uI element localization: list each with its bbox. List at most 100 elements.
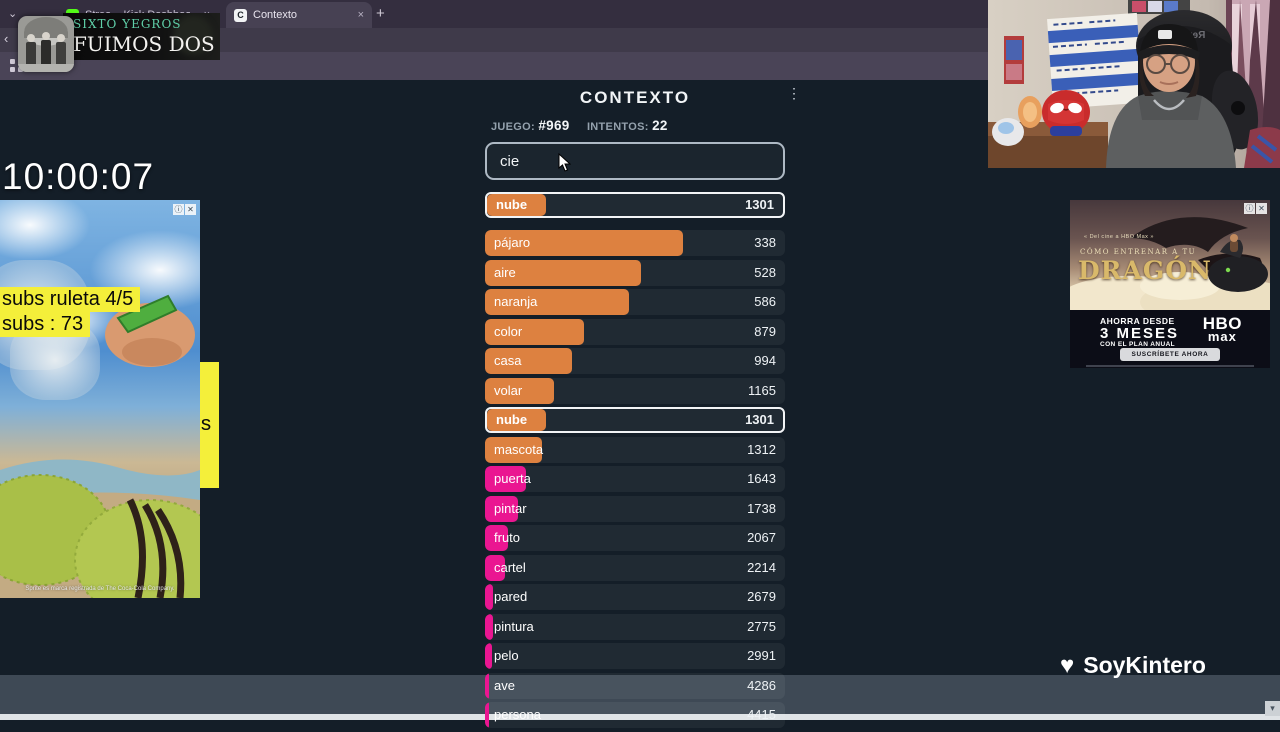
guess-row: color 879 bbox=[485, 318, 785, 345]
guess-word: volar bbox=[494, 382, 523, 398]
guess-word: pájaro bbox=[494, 235, 531, 250]
guess-rank: 4415 bbox=[747, 707, 776, 722]
guess-row: pelo 2991 bbox=[485, 643, 785, 669]
hbo-title-top: CÓMO ENTRENAR A TU bbox=[1080, 248, 1197, 256]
subs-goal-overlay-top: subs ruleta 4/5 subs : 73 bbox=[0, 287, 141, 337]
guess-row: ave 4286 bbox=[485, 672, 785, 699]
tab-close-icon[interactable]: × bbox=[357, 9, 364, 21]
webcam-feed: Reunson bbox=[988, 0, 1280, 168]
ad-close-icon[interactable]: ✕ bbox=[185, 204, 196, 215]
closeness-bar bbox=[487, 409, 547, 431]
guess-word: pelo bbox=[494, 648, 519, 663]
closeness-bar bbox=[485, 377, 554, 404]
heart-icon: ♥ bbox=[1060, 651, 1075, 679]
closeness-bar bbox=[485, 525, 508, 551]
ad-close-icon[interactable]: ✕ bbox=[1256, 203, 1267, 214]
guess-rank: 4286 bbox=[747, 677, 776, 693]
guess-row: volar 1165 bbox=[485, 377, 785, 404]
guess-word: ave bbox=[494, 677, 515, 693]
closeness-bar bbox=[485, 289, 629, 315]
hbo-max-logo: HBO max bbox=[1202, 314, 1242, 344]
closeness-bar bbox=[485, 230, 683, 256]
offer-line: CON EL PLAN ANUAL bbox=[1100, 341, 1176, 348]
guess-rank: 1301 bbox=[745, 412, 774, 427]
closeness-bar bbox=[485, 672, 489, 699]
ad-choices: ⓘ ✕ bbox=[173, 204, 196, 215]
page-title: CONTEXTO bbox=[579, 88, 691, 107]
guess-row: persona 4415 bbox=[485, 702, 785, 728]
closeness-bar bbox=[485, 702, 489, 728]
guess-row: pared 2679 bbox=[485, 584, 785, 610]
hbo-ad-artwork: « Del cine a HBO Max » CÓMO ENTRENAR A T… bbox=[1070, 200, 1270, 310]
hbo-ad-offer-panel: AHORRA DESDE 3 MESES CON EL PLAN ANUAL H… bbox=[1070, 310, 1270, 368]
guess-rank: 2775 bbox=[747, 618, 776, 634]
game-meta: JUEGO: #969 INTENTOS: 22 bbox=[485, 118, 785, 133]
game-label: JUEGO: bbox=[491, 121, 535, 133]
overlay-texture bbox=[173, 15, 213, 55]
guess-rank: 994 bbox=[754, 353, 776, 368]
now-playing-overlay: SIXTO YEGROS FUIMOS DOS bbox=[63, 13, 220, 60]
new-tab-button[interactable]: + bbox=[376, 5, 385, 22]
goal-line: subs : 73 bbox=[0, 312, 91, 337]
guess-row: pájaro 338 bbox=[485, 230, 785, 256]
taskbar-edge bbox=[0, 714, 1280, 720]
scrollbar-down-icon[interactable]: ▾ bbox=[1265, 701, 1280, 716]
guess-row: aire 528 bbox=[485, 259, 785, 286]
guess-rank: 528 bbox=[754, 264, 776, 280]
guess-rank: 1738 bbox=[747, 500, 776, 516]
hbo-title-main: DRAGÓN bbox=[1078, 256, 1212, 285]
back-icon[interactable]: ‹ bbox=[4, 31, 9, 46]
subscribe-button[interactable]: SUSCRÍBETE AHORA bbox=[1120, 348, 1220, 361]
guess-rank: 1165 bbox=[748, 382, 776, 398]
closeness-bar bbox=[485, 259, 641, 286]
menu-kebab-icon[interactable]: ⋮ bbox=[787, 85, 801, 101]
guess-row: nube 1301 bbox=[485, 407, 785, 433]
guess-word: fruto bbox=[494, 530, 521, 545]
hbo-max-ad[interactable]: « Del cine a HBO Max » CÓMO ENTRENAR A T… bbox=[1070, 200, 1270, 368]
guess-word: pintura bbox=[494, 618, 534, 634]
ad-info-icon[interactable]: ⓘ bbox=[173, 204, 184, 215]
guess-word: naranja bbox=[494, 294, 538, 309]
guess-rank: 1301 bbox=[745, 197, 774, 212]
guess-row: pintura 2775 bbox=[485, 613, 785, 640]
legal-text-line bbox=[1086, 365, 1254, 367]
guess-list: pájaro 338 aire 528 naranja 586 color 87… bbox=[485, 230, 785, 728]
guess-rank: 2214 bbox=[747, 559, 776, 575]
music-track: FUIMOS DOS bbox=[73, 32, 215, 56]
guess-input[interactable] bbox=[485, 142, 785, 180]
closeness-bar bbox=[485, 643, 492, 669]
guess-word: color bbox=[494, 323, 523, 339]
guess-word: nube bbox=[496, 412, 528, 427]
mouse-cursor bbox=[558, 153, 571, 172]
guess-rank: 1643 bbox=[747, 471, 776, 486]
guess-row: fruto 2067 bbox=[485, 525, 785, 551]
ad-fine-print: Sprite es marca registrada de The Coca-C… bbox=[25, 586, 175, 592]
guess-row: casa 994 bbox=[485, 348, 785, 374]
closeness-bar bbox=[485, 584, 493, 610]
tab-title: Contexto bbox=[253, 9, 298, 21]
bottom-overlay-band bbox=[0, 675, 1280, 714]
attempts-label: INTENTOS: bbox=[586, 121, 649, 133]
closeness-bar bbox=[485, 613, 493, 640]
attempts-count: 22 bbox=[652, 118, 668, 133]
guess-rank: 2991 bbox=[747, 648, 776, 663]
guess-word: cartel bbox=[494, 559, 526, 575]
contexto-game: CONTEXTO ⋮ JUEGO: #969 INTENTOS: 22 nube… bbox=[485, 86, 801, 732]
sprite-ad[interactable]: ⓘ ✕ Sprite es marca registrada de The Co… bbox=[0, 200, 200, 598]
closeness-bar bbox=[485, 554, 505, 581]
channel-name: SoyKintero bbox=[1083, 652, 1206, 678]
closeness-bar bbox=[485, 466, 526, 492]
stream-timer: 10:00:07 bbox=[2, 156, 155, 197]
guess-rank: 586 bbox=[754, 294, 776, 309]
closeness-bar bbox=[487, 194, 547, 216]
closeness-bar bbox=[485, 495, 518, 522]
window-menu-icon[interactable]: ⌄ bbox=[8, 8, 18, 20]
guess-row: naranja 586 bbox=[485, 289, 785, 315]
ad-info-icon[interactable]: ⓘ bbox=[1244, 203, 1255, 214]
guess-rank: 2067 bbox=[747, 530, 776, 545]
guess-word: persona bbox=[494, 707, 541, 722]
tab-contexto[interactable]: C Contexto × bbox=[226, 2, 372, 28]
album-art bbox=[18, 16, 74, 72]
closeness-bar bbox=[485, 436, 542, 463]
guess-word: aire bbox=[494, 264, 516, 280]
